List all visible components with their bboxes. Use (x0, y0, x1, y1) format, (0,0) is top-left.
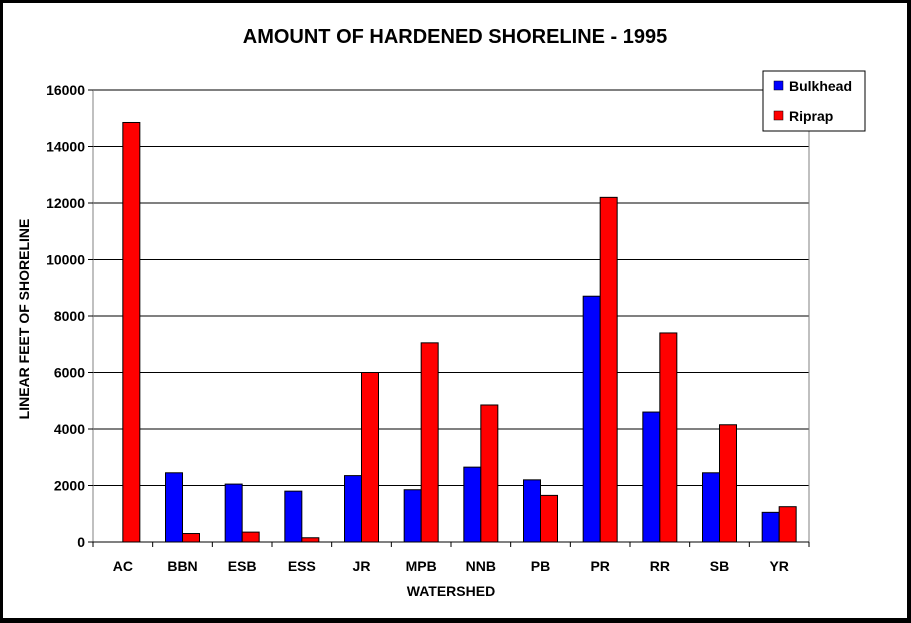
bar-bulkhead-pr (582, 295, 601, 543)
bar-bulkhead-esb (224, 483, 243, 543)
bar-riprap-yr (778, 506, 797, 543)
x-tick-label: YR (769, 558, 788, 574)
x-tick-label: SB (710, 558, 729, 574)
bar-riprap-ess (301, 537, 320, 543)
y-tick-label: 0 (77, 534, 85, 550)
y-tick-label: 4000 (54, 421, 85, 437)
bar-riprap-bbn (182, 533, 200, 543)
x-tick-label: NNB (466, 558, 496, 574)
bar-bulkhead-bbn (165, 472, 183, 543)
y-tick-labels: 0 2000 4000 6000 8000 10000 12000 14000 16000 (46, 82, 85, 550)
x-tick-label: RR (650, 558, 670, 574)
bars (122, 121, 797, 543)
axes (88, 89, 810, 547)
x-tick-label: PR (590, 558, 609, 574)
legend: Bulkhead Riprap (762, 70, 866, 132)
y-tick-label: 10000 (46, 252, 85, 268)
legend-swatch-bulkhead (773, 80, 784, 91)
y-tick-label: 6000 (54, 365, 85, 381)
bar-riprap-esb (241, 531, 260, 543)
bar-riprap-nnb (480, 404, 499, 543)
x-tick-label: ESB (228, 558, 257, 574)
x-tick-label: PB (531, 558, 550, 574)
bar-bulkhead-ess (284, 490, 303, 543)
legend-label-riprap: Riprap (789, 108, 833, 124)
bar-riprap-jr (361, 372, 379, 543)
y-tick-label: 14000 (46, 139, 85, 155)
x-tick-label: MPB (406, 558, 437, 574)
bar-riprap-rr (659, 332, 678, 543)
bar-riprap-mpb (420, 342, 439, 543)
x-axis-label: WATERSHED (407, 583, 495, 599)
x-tick-label: BBN (167, 558, 197, 574)
bar-chart: AMOUNT OF HARDENED SHORELINE - 1995 0 200… (16, 26, 866, 599)
legend-swatch-riprap (773, 110, 784, 121)
bar-bulkhead-sb (702, 472, 720, 543)
y-tick-label: 8000 (54, 308, 85, 324)
bar-riprap-ac (122, 121, 141, 543)
bar-riprap-sb (719, 424, 737, 543)
bar-bulkhead-rr (642, 411, 661, 543)
x-tick-label: ESS (288, 558, 316, 574)
x-tick-label: AC (113, 558, 133, 574)
y-axis-label: LINEAR FEET OF SHORELINE (16, 219, 32, 420)
chart-frame: AMOUNT OF HARDENED SHORELINE - 1995 0 200… (3, 3, 907, 618)
bar-bulkhead-yr (761, 511, 780, 543)
gridlines (93, 89, 809, 486)
y-tick-label: 2000 (54, 478, 85, 494)
chart-title: AMOUNT OF HARDENED SHORELINE - 1995 (243, 26, 668, 48)
bar-bulkhead-nnb (463, 466, 482, 543)
y-tick-label: 12000 (46, 195, 85, 211)
y-tick-label: 16000 (46, 82, 85, 98)
x-tick-labels: AC BBN ESB ESS JR MPB NNB PB PR RR SB YR (113, 558, 789, 574)
x-tick-label: JR (353, 558, 371, 574)
bar-bulkhead-pb (523, 479, 541, 543)
bar-riprap-pb (540, 494, 558, 543)
bar-bulkhead-mpb (403, 489, 422, 543)
legend-label-bulkhead: Bulkhead (789, 78, 852, 94)
bar-bulkhead-jr (344, 475, 362, 543)
bar-riprap-pr (599, 196, 618, 543)
